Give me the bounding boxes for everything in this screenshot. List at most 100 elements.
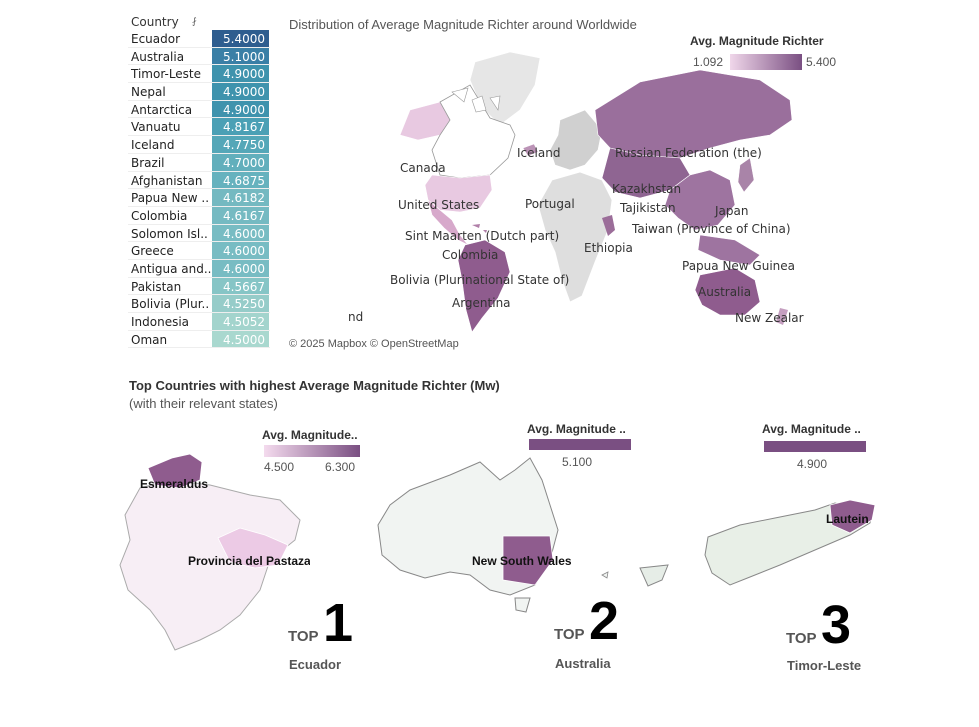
top-1-number: 1 bbox=[323, 593, 354, 653]
magnitude-value: 4.9000 bbox=[212, 100, 269, 118]
magnitude-value: 4.6000 bbox=[212, 259, 269, 277]
table-row[interactable]: Timor-Leste 4.9000 bbox=[128, 65, 270, 84]
magnitude-value: 5.1000 bbox=[212, 47, 269, 65]
ecuador-legend-max: 6.300 bbox=[325, 460, 356, 474]
timor-legend-title: Avg. Magnitude .. bbox=[762, 422, 861, 436]
top-1-word: TOP bbox=[288, 628, 319, 645]
table-row[interactable]: Indonesia 4.5052 bbox=[128, 313, 270, 331]
country-name: Pakistan bbox=[131, 279, 182, 294]
europe-shape bbox=[549, 109, 603, 171]
magnitude-value: 4.5250 bbox=[212, 295, 269, 312]
map-attribution[interactable]: © 2025 Mapbox © OpenStreetMap bbox=[289, 338, 459, 350]
country-name: Bolivia (Plur.. bbox=[131, 297, 210, 312]
map-label: Ethiopia bbox=[584, 241, 633, 255]
legend-min: 1.092 bbox=[693, 55, 724, 69]
table-header[interactable]: Country ⨏ bbox=[128, 12, 270, 30]
australia-legend-swatch bbox=[529, 439, 631, 450]
ecuador-legend: Avg. Magnitude.. 4.500 6.300 bbox=[262, 428, 372, 474]
table-row[interactable]: Greece 4.6000 bbox=[128, 242, 270, 260]
japan-shape bbox=[737, 157, 755, 193]
table-row[interactable]: Vanuatu 4.8167 bbox=[128, 118, 270, 137]
map-label: Argentina bbox=[452, 296, 511, 310]
table-row[interactable]: Antigua and.. 4.6000 bbox=[128, 259, 270, 278]
table-row[interactable]: Papua New .. 4.6182 bbox=[128, 189, 270, 207]
country-column-header[interactable]: Country bbox=[131, 15, 179, 29]
table-row[interactable]: Australia 5.1000 bbox=[128, 47, 270, 66]
table-row[interactable]: Brazil 4.7000 bbox=[128, 153, 270, 172]
magnitude-value: 4.9000 bbox=[212, 83, 269, 100]
country-name: Australia bbox=[131, 49, 185, 64]
magnitude-value: 4.5000 bbox=[212, 330, 269, 348]
world-map-legend: Avg. Magnitude Richter 1.092 5.400 bbox=[690, 34, 850, 74]
timor-legend-value: 4.900 bbox=[797, 457, 828, 471]
table-row[interactable]: Colombia 4.6167 bbox=[128, 206, 270, 225]
table-row[interactable]: Nepal 4.9000 bbox=[128, 83, 270, 101]
legend-color-ramp bbox=[730, 54, 802, 70]
sort-descending-icon[interactable]: ⨏ bbox=[192, 17, 197, 27]
russia-shape bbox=[594, 69, 793, 159]
map-label: Colombia bbox=[442, 248, 498, 262]
timor-legend-swatch bbox=[764, 441, 866, 452]
country-name: Oman bbox=[131, 332, 168, 347]
country-name: Indonesia bbox=[131, 315, 190, 329]
map-label: Portugal bbox=[525, 197, 575, 211]
world-map[interactable]: Canada Iceland Russian Federation (the) Uni… bbox=[340, 40, 810, 340]
country-name: Vanuatu bbox=[131, 120, 181, 135]
table-row[interactable]: Oman 4.5000 bbox=[128, 330, 270, 349]
magnitude-value: 4.6875 bbox=[212, 171, 269, 189]
top-1-country: Ecuador bbox=[289, 657, 342, 672]
country-name: Nepal bbox=[131, 85, 166, 100]
table-row[interactable]: Solomon Isl.. 4.6000 bbox=[128, 224, 270, 243]
table-row[interactable]: Iceland 4.7750 bbox=[128, 136, 270, 154]
map-label: Papua New Guinea bbox=[682, 259, 795, 273]
esmeraldas-label: Esmeraldus bbox=[140, 477, 208, 491]
legend-title: Avg. Magnitude Richter bbox=[690, 34, 824, 48]
australia-legend-value: 5.100 bbox=[562, 455, 593, 469]
magnitude-value: 4.6000 bbox=[212, 242, 269, 259]
table-row[interactable]: Antarctica 4.9000 bbox=[128, 100, 270, 119]
world-map-title: Distribution of Average Magnitude Richte… bbox=[289, 17, 637, 32]
map-label: Iceland bbox=[517, 146, 560, 160]
magnitude-value: 5.4000 bbox=[212, 30, 269, 47]
usa-shape bbox=[424, 174, 493, 213]
country-name: Antarctica bbox=[131, 102, 193, 117]
map-label: Japan bbox=[714, 204, 748, 218]
australia-legend-title: Avg. Magnitude .. bbox=[527, 422, 626, 436]
map-label: Bolivia (Plurinational State of) bbox=[390, 273, 569, 287]
country-name: Timor-Leste bbox=[131, 67, 202, 82]
top-countries-subtitle: (with their relevant states) bbox=[129, 396, 278, 411]
table-row[interactable]: Afghanistan 4.6875 bbox=[128, 171, 270, 190]
east-africa-shape bbox=[602, 215, 615, 236]
country-table: Country ⨏ Ecuador 5.4000 Australia 5.1000 Ti… bbox=[128, 12, 270, 349]
magnitude-value: 4.9000 bbox=[212, 65, 269, 83]
table-row[interactable]: Pakistan 4.5667 bbox=[128, 277, 270, 296]
country-name: Solomon Isl.. bbox=[131, 226, 208, 241]
top-3-badge: TOP 3 bbox=[786, 598, 851, 652]
ecuador-map[interactable]: Esmeraldus Provincia del Pastaza bbox=[110, 440, 310, 660]
map-label: nd bbox=[348, 310, 363, 324]
top-2-number: 2 bbox=[589, 591, 620, 651]
iceland-shape bbox=[522, 143, 539, 157]
table-row[interactable]: Ecuador 5.4000 bbox=[128, 30, 270, 48]
nsw-state-shape bbox=[502, 535, 554, 586]
map-label: Taiwan (Province of China) bbox=[631, 222, 791, 236]
country-name: Colombia bbox=[131, 208, 188, 223]
country-name: Antigua and.. bbox=[131, 261, 212, 276]
caribbean-shape bbox=[472, 224, 487, 233]
magnitude-value: 4.7750 bbox=[212, 136, 269, 153]
top-3-word: TOP bbox=[786, 630, 817, 647]
top-1-badge: TOP 1 bbox=[288, 596, 353, 650]
lautem-label: Lautein bbox=[826, 512, 869, 526]
australia-map[interactable]: New South Wales bbox=[370, 450, 680, 620]
map-label: Tajikistan bbox=[619, 201, 676, 215]
pastaza-label: Provincia del Pastaza bbox=[188, 554, 310, 568]
esmeraldas-state-shape bbox=[147, 453, 203, 489]
map-label: Sint Maarten (Dutch part) bbox=[405, 229, 559, 243]
map-label: Kazakhstan bbox=[612, 182, 681, 196]
table-row[interactable]: Bolivia (Plur.. 4.5250 bbox=[128, 295, 270, 313]
map-label: Australia bbox=[698, 285, 751, 299]
se-asia-shape bbox=[697, 234, 761, 266]
australia-legend: Avg. Magnitude .. 5.100 bbox=[527, 422, 637, 469]
map-label: New Zealar bbox=[735, 311, 804, 325]
timor-leste-map[interactable]: Lautein bbox=[700, 495, 885, 595]
